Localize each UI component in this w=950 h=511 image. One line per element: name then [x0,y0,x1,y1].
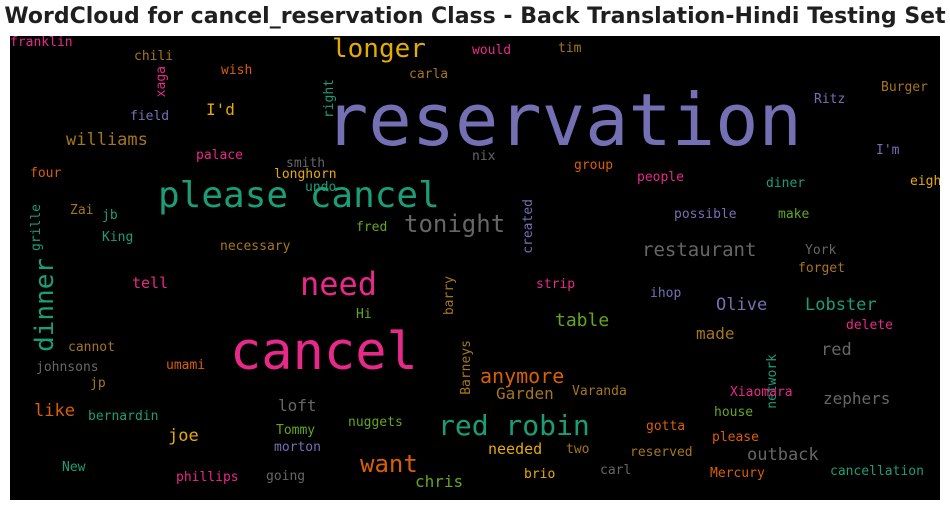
word-cannot: cannot [68,340,115,355]
word-red: red [821,340,852,360]
word-table: table [555,310,610,331]
word-forget: forget [798,261,845,276]
word-make: make [778,207,810,222]
word-brio: brio [524,467,556,482]
word-umami: umami [166,358,206,373]
word-going: going [266,469,306,484]
word-barry: barry [442,276,457,316]
word-group: group [574,158,614,173]
word-nix: nix [472,149,496,164]
word-wish: wish [221,63,253,78]
word-york: York [805,243,837,258]
word-chris: chris [415,472,464,491]
word-network: network [765,354,780,409]
word-carla: carla [409,67,449,82]
word-people: people [637,170,684,185]
word-williams: williams [66,130,148,150]
word-barneys: Barneys [459,340,474,395]
word-tell: tell [132,274,169,292]
word-jp: jp [90,376,106,391]
word-please: please [712,430,759,445]
word-like: like [34,401,75,421]
word-palace: palace [196,148,243,163]
word-house: house [714,405,754,420]
word-dinner: dinner [30,258,60,352]
word-gotta: gotta [646,419,686,434]
word-eight: eight [910,174,940,189]
word-zephers: zephers [823,389,891,408]
word-xaga: xaga [154,66,169,98]
word-right: right [322,79,337,119]
word-lobster: Lobster [805,295,877,315]
word-outback: outback [747,445,819,465]
word-varanda: Varanda [572,384,627,399]
word-zai: Zai [70,203,94,218]
word-four: four [30,166,62,181]
wordcloud-canvas: reservation cancel please cancel need longer… [10,36,940,500]
word-smith: smith [286,156,326,171]
word-reserved: reserved [630,445,693,460]
word-need: need [300,265,378,303]
word-undo: undo [305,180,337,195]
word-carl: carl [600,463,632,478]
word-garden: Garden [496,384,554,403]
word-longhorn: longhorn [274,167,337,182]
word-morton: morton [274,440,321,455]
word-want: want [360,450,418,478]
word-tonight: tonight [404,210,506,238]
word-made: made [696,324,735,343]
word-delete: delete [846,318,893,333]
word-tommy: Tommy [276,423,316,438]
word-two: two [566,442,590,457]
word-king: King [102,230,134,245]
word-fred: fred [356,220,388,235]
word-bernardin: bernardin [88,409,159,424]
word-longer: longer [332,36,426,64]
word-new: New [62,460,86,475]
word-tim: tim [558,41,582,56]
word-ritz: Ritz [814,92,846,107]
word-ihop: ihop [650,286,682,301]
word-cancel: cancel [230,322,418,382]
word-necessary: necessary [220,239,291,254]
word-loft: loft [278,396,317,415]
word-strip: strip [536,277,576,292]
word-diner: diner [766,176,806,191]
word-phillips: phillips [176,470,239,485]
word-please-cancel: please cancel [158,175,440,216]
word-xiaomara: Xiaomara [730,385,793,400]
chart-title: WordCloud for cancel_reservation Class -… [4,4,946,29]
word-johnsons: johnsons [36,360,99,375]
word-field: field [130,109,170,124]
word-created: created [521,199,536,254]
word-joe: joe [168,426,199,446]
word-reservation: reservation [325,78,802,162]
word-red-robin: red robin [438,409,590,442]
word-possible: possible [674,207,737,222]
word-would: would [472,43,512,58]
word-i-d: I'd [206,100,235,119]
word-nuggets: nuggets [348,415,403,430]
word-chili: chili [134,49,174,64]
word-franklin: franklin [10,36,73,50]
word-restaurant: restaurant [642,239,757,261]
word-anymore: anymore [480,364,565,388]
word-mercury: Mercury [710,466,765,481]
word-needed: needed [488,440,543,458]
word-grille: grille [29,204,44,251]
word-hi: Hi [356,307,372,322]
word-olive: Olive [716,295,768,315]
word-burger: Burger [881,80,928,95]
word-cancellation: cancellation [830,464,924,479]
word-jb: jb [102,208,118,223]
word-i-m: I'm [876,143,900,158]
